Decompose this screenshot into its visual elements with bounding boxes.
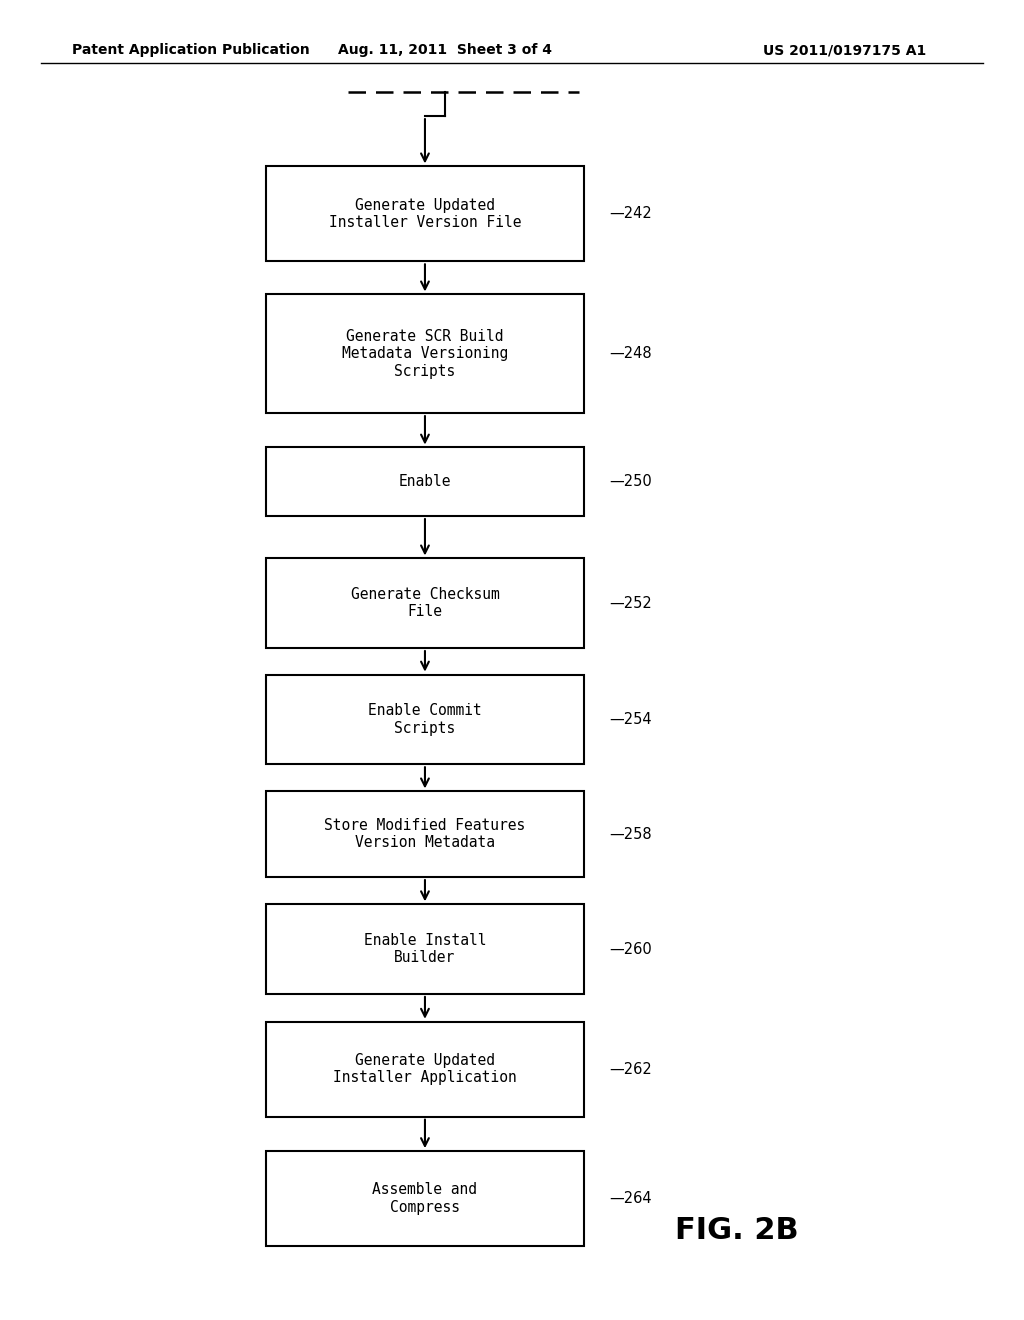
Text: Generate Checksum
File: Generate Checksum File [350,587,500,619]
Text: Enable: Enable [398,474,452,490]
Bar [266,904,584,994]
Text: Enable Install
Builder: Enable Install Builder [364,933,486,965]
Text: —250: —250 [609,474,652,490]
Bar [266,792,584,876]
Bar [266,294,584,413]
Bar [266,675,584,764]
Text: —254: —254 [609,711,652,727]
Bar [266,1151,584,1246]
Text: —258: —258 [609,826,652,842]
Text: Generate Updated
Installer Application: Generate Updated Installer Application [333,1053,517,1085]
Text: —242: —242 [609,206,652,222]
Text: —264: —264 [609,1191,652,1206]
Text: Store Modified Features
Version Metadata: Store Modified Features Version Metadata [325,818,525,850]
Bar [266,1022,584,1117]
Bar [266,447,584,516]
Text: Generate Updated
Installer Version File: Generate Updated Installer Version File [329,198,521,230]
Text: US 2011/0197175 A1: US 2011/0197175 A1 [763,44,927,57]
Text: —252: —252 [609,595,652,611]
Text: Patent Application Publication: Patent Application Publication [72,44,309,57]
Bar [266,166,584,261]
Text: Aug. 11, 2011  Sheet 3 of 4: Aug. 11, 2011 Sheet 3 of 4 [339,44,552,57]
Text: Assemble and
Compress: Assemble and Compress [373,1183,477,1214]
Text: —260: —260 [609,941,652,957]
Text: Enable Commit
Scripts: Enable Commit Scripts [368,704,482,735]
Text: —248: —248 [609,346,652,362]
Text: —262: —262 [609,1061,652,1077]
Text: Generate SCR Build
Metadata Versioning
Scripts: Generate SCR Build Metadata Versioning S… [342,329,508,379]
Text: FIG. 2B: FIG. 2B [676,1216,799,1245]
Bar [266,558,584,648]
